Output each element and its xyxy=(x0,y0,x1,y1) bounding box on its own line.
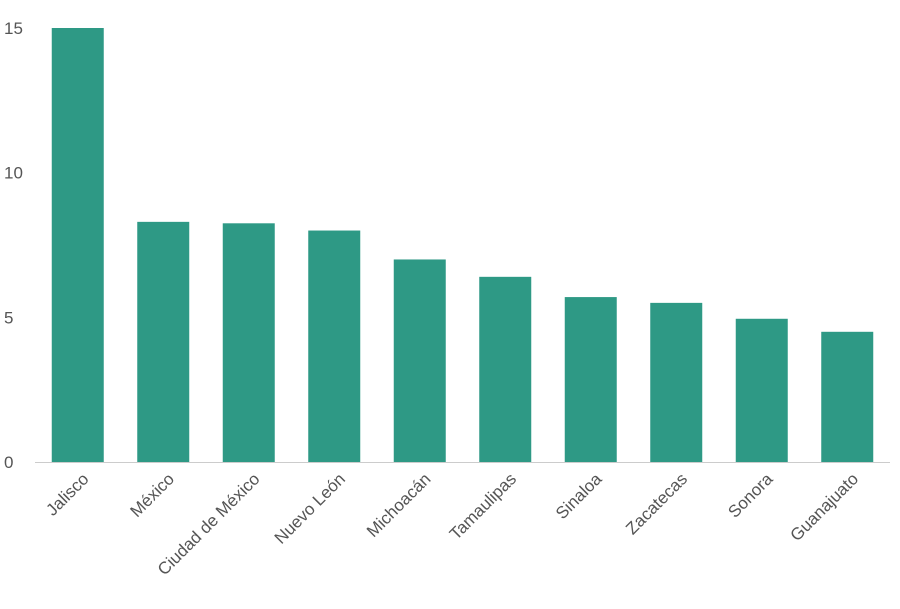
y-axis-ticks: 0 5 10 15 xyxy=(4,19,23,472)
bar xyxy=(564,297,617,462)
x-tick-label: Michoacán xyxy=(363,469,435,541)
bar xyxy=(137,221,190,462)
bar xyxy=(222,223,275,462)
x-tick-label: Sinaloa xyxy=(552,469,606,523)
x-tick-label: Sonora xyxy=(724,469,777,522)
bars-group xyxy=(51,28,874,462)
bar xyxy=(51,28,104,462)
x-tick-label: Guanajuato xyxy=(786,469,862,545)
x-tick-label: Nuevo León xyxy=(271,469,349,547)
y-tick-label: 15 xyxy=(4,19,23,38)
bar xyxy=(650,302,703,462)
x-tick-label: Zacatecas xyxy=(622,469,691,538)
bar xyxy=(393,259,446,462)
bar xyxy=(735,318,788,462)
y-tick-label: 10 xyxy=(4,164,23,183)
x-tick-label: Tamaulipas xyxy=(446,469,520,543)
bar xyxy=(821,331,874,462)
y-tick-label: 0 xyxy=(4,453,13,472)
x-tick-label: Jalisco xyxy=(42,469,92,519)
bar xyxy=(308,230,361,462)
x-tick-label: México xyxy=(127,469,179,521)
y-tick-label: 5 xyxy=(4,308,13,327)
bar xyxy=(479,276,532,462)
